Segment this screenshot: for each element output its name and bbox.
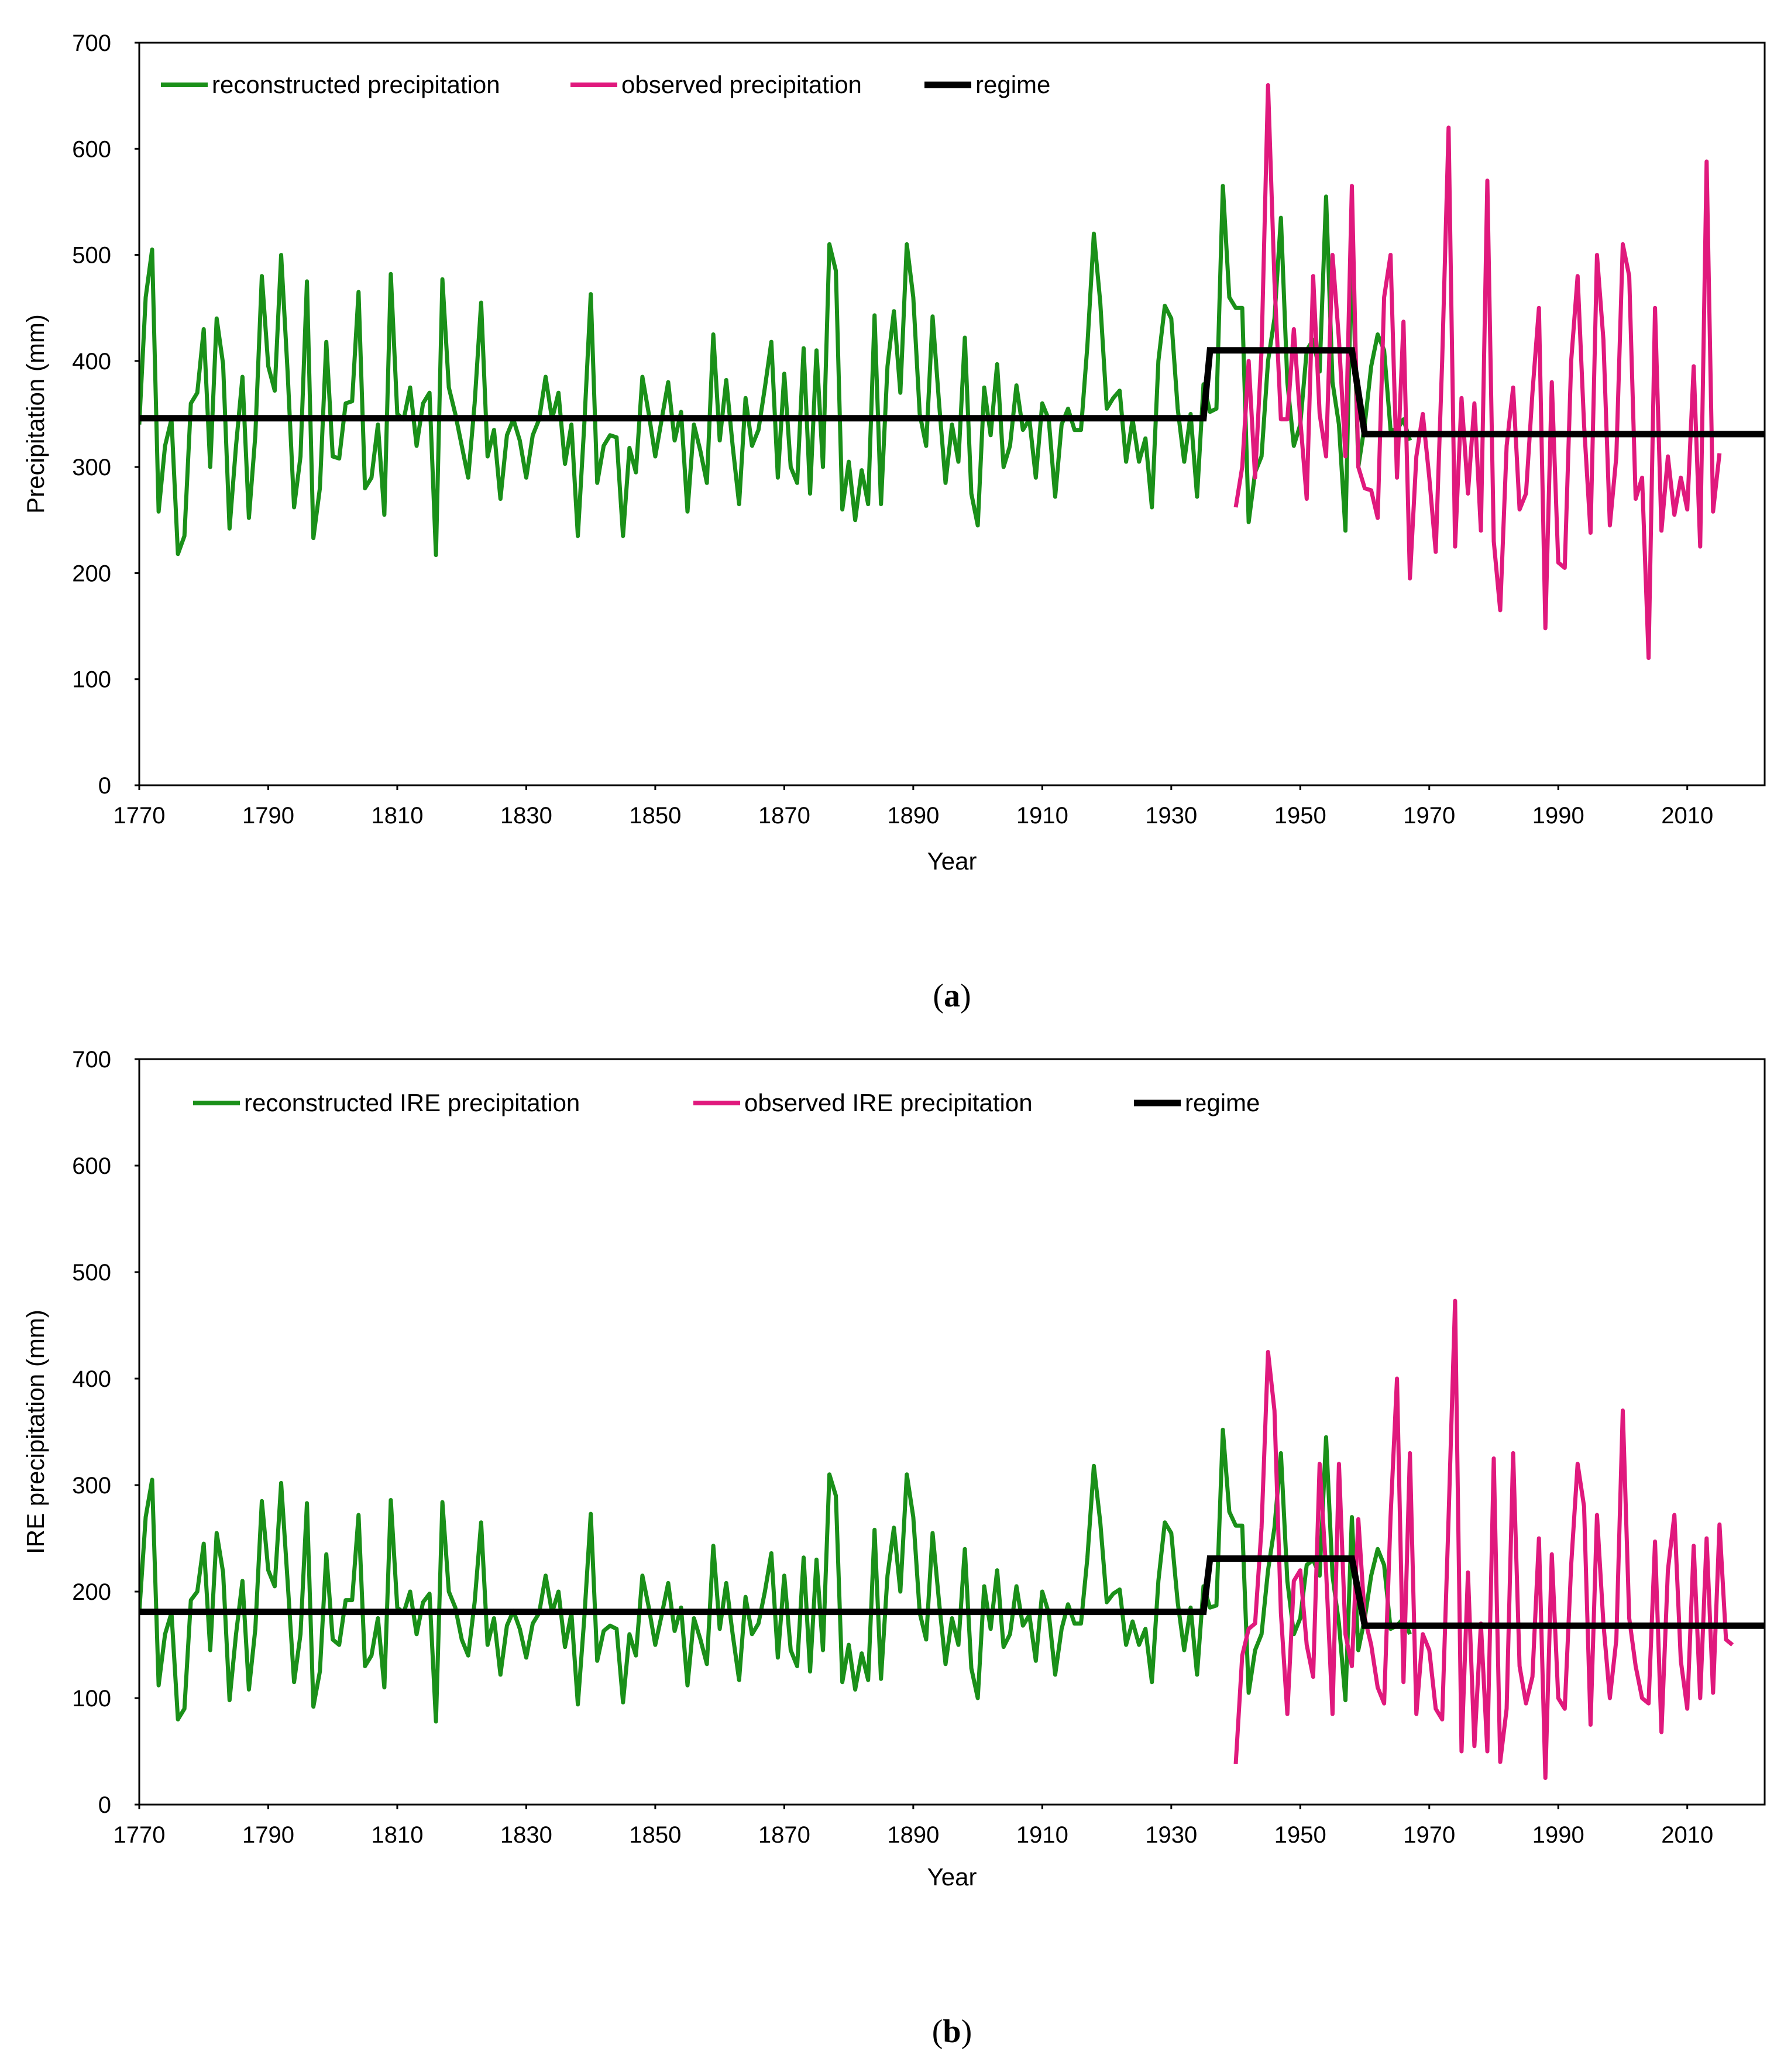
x-tick-label: 1830 xyxy=(500,1822,552,1848)
caption-letter: b xyxy=(943,2013,961,2050)
plot-frame xyxy=(138,1058,1766,1806)
x-tick-label: 1910 xyxy=(1016,803,1068,829)
y-tick-label: 300 xyxy=(72,455,111,480)
x-tick-label: 2010 xyxy=(1661,803,1713,829)
x-tick-label: 1810 xyxy=(371,1822,423,1848)
y-tick-label: 200 xyxy=(72,561,111,586)
plot-frame xyxy=(138,42,1766,786)
x-tick-label: 1850 xyxy=(629,803,681,829)
x-tick-label: 1990 xyxy=(1532,1822,1584,1848)
legend-label: reconstructed IRE precipitation xyxy=(244,1089,580,1116)
x-axis-label: Year xyxy=(927,847,977,875)
panel-b: 0 100 200 300 400 500 600 700 1770 1790 1810 1830 18… xyxy=(22,1047,1766,2050)
x-tick-label: 1890 xyxy=(887,803,939,829)
y-tick-label: 500 xyxy=(72,243,111,269)
x-tick-label: 1930 xyxy=(1145,1822,1197,1848)
legend-label: regime xyxy=(975,71,1050,98)
y-tick-label: 100 xyxy=(72,667,111,693)
x-tick-label: 1790 xyxy=(242,803,294,829)
caption-close: ) xyxy=(960,978,971,1014)
x-axis-label: Year xyxy=(927,1863,977,1891)
y-tick-label: 600 xyxy=(72,1153,111,1179)
series-line-reconstructed xyxy=(139,1427,1412,1724)
series-line-observed xyxy=(1233,83,1722,660)
y-tick-label: 700 xyxy=(72,1047,111,1073)
legend-label: observed IRE precipitation xyxy=(744,1089,1033,1116)
y-tick-label: 400 xyxy=(72,1366,111,1392)
x-tick-label: 1950 xyxy=(1274,803,1326,829)
series-line-regime xyxy=(139,347,1765,438)
x-tick-label: 1850 xyxy=(629,1822,681,1848)
x-tick-label: 1910 xyxy=(1016,1822,1068,1848)
y-tick-label: 500 xyxy=(72,1260,111,1286)
y-tick-label: 0 xyxy=(98,773,111,799)
x-tick-label: 1930 xyxy=(1145,803,1197,829)
legend-label: reconstructed precipitation xyxy=(212,71,500,98)
caption-open: ( xyxy=(933,978,944,1014)
x-tick-label: 1890 xyxy=(887,1822,939,1848)
series-group xyxy=(139,1298,1765,1780)
y-tick-label: 200 xyxy=(72,1579,111,1605)
y-tick-label: 0 xyxy=(98,1792,111,1818)
x-tick-label: 1790 xyxy=(242,1822,294,1848)
x-tick-label: 1830 xyxy=(500,803,552,829)
x-tick-label: 2010 xyxy=(1661,1822,1713,1848)
x-tick-label: 1770 xyxy=(114,1822,166,1848)
y-tick-label: 600 xyxy=(72,136,111,162)
caption-open: ( xyxy=(932,2013,943,2050)
panel-caption: (a) xyxy=(933,978,971,1014)
x-tick-label: 1810 xyxy=(371,803,423,829)
y-tick-label: 100 xyxy=(72,1686,111,1712)
y-axis-label: IRE precipitation (mm) xyxy=(22,1310,49,1554)
series-line-reconstructed xyxy=(139,184,1412,558)
y-tick-label: 700 xyxy=(72,30,111,56)
series-line-observed xyxy=(1233,1298,1734,1780)
x-tick-label: 1770 xyxy=(114,803,166,829)
legend-label: regime xyxy=(1185,1089,1260,1116)
legend-label: observed precipitation xyxy=(621,71,862,98)
series-group xyxy=(139,83,1765,660)
series-line-regime xyxy=(139,1555,1765,1629)
x-tick-label: 1870 xyxy=(758,1822,810,1848)
panel-a: 0 100 200 300 400 500 600 700 1770 1790 1810 1830 18… xyxy=(22,30,1766,1014)
caption-letter: a xyxy=(944,978,960,1014)
panel-caption: (b) xyxy=(932,2013,972,2050)
y-tick-label: 300 xyxy=(72,1473,111,1499)
y-tick-label: 400 xyxy=(72,349,111,374)
x-tick-label: 1990 xyxy=(1532,803,1584,829)
caption-close: ) xyxy=(961,2013,972,2050)
x-tick-label: 1870 xyxy=(758,803,810,829)
x-tick-label: 1970 xyxy=(1403,1822,1455,1848)
y-axis-label: Precipitation (mm) xyxy=(22,314,49,514)
x-tick-label: 1950 xyxy=(1274,1822,1326,1848)
x-tick-label: 1970 xyxy=(1403,803,1455,829)
